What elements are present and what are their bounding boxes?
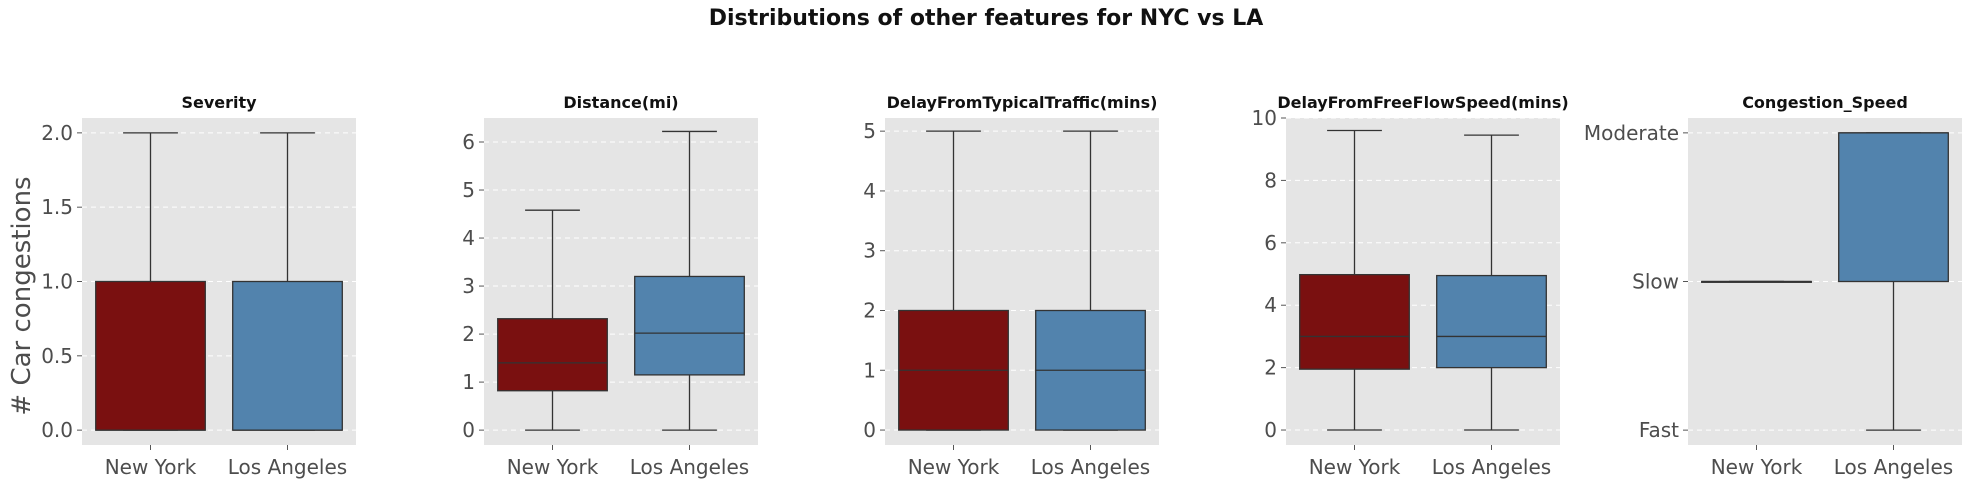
y-tick-label: Moderate: [1584, 121, 1679, 145]
chart-panels: Severity 0.0 0.5 1.0 1.5 2.0 New York Los Angel…: [41, 93, 1962, 479]
box-new-york: [1299, 129, 1410, 431]
x-tick-label: Los Angeles: [1834, 455, 1953, 479]
y-tick-label: 2.0: [41, 121, 73, 145]
y-tick-label: Fast: [1639, 418, 1679, 442]
panel-title: Severity: [181, 93, 257, 112]
y-tick-label: 6: [462, 130, 475, 154]
panel-title: DelayFromFreeFlowSpeed(mins): [1277, 93, 1568, 112]
y-tick-label: 0.0: [41, 418, 73, 442]
panel-2: Distance(mi) 0 1 2 3 4 5 6 New York Los Angeles: [462, 93, 758, 479]
y-tick-label: 1.0: [41, 270, 73, 294]
box-new-york: [1701, 280, 1812, 283]
box-los-angeles: [1035, 130, 1146, 431]
panel-4: DelayFromFreeFlowSpeed(mins) 0 2 4 6 8 10 New Y…: [1252, 93, 1569, 479]
y-tick-label: 8: [1264, 168, 1277, 192]
box-iqr: [634, 275, 745, 376]
y-tick-label: 5: [462, 178, 475, 202]
x-tick-label: New York: [105, 455, 197, 479]
y-tick-label: 2: [462, 322, 475, 346]
box-los-angeles: [232, 132, 343, 431]
y-tick-label: 0: [863, 418, 876, 442]
box-new-york: [497, 209, 608, 431]
x-tick-label: Los Angeles: [630, 455, 749, 479]
box-iqr: [497, 318, 608, 392]
y-tick-label: 2: [863, 298, 876, 322]
x-tick-label: New York: [1711, 455, 1803, 479]
box-new-york: [95, 132, 206, 431]
y-tick-label: 4: [462, 226, 475, 250]
x-tick-label: New York: [908, 455, 1000, 479]
y-tick-label: 0: [1264, 418, 1277, 442]
y-tick-label: 0: [462, 418, 475, 442]
y-tick-label: 10: [1252, 106, 1277, 130]
y-tick-label: 0.5: [41, 344, 73, 368]
box-iqr: [232, 280, 343, 431]
y-tick-label: Slow: [1632, 270, 1679, 294]
y-tick-label: 3: [863, 239, 876, 263]
panel-1: Severity 0.0 0.5 1.0 1.5 2.0 New York Los Angel…: [41, 93, 356, 479]
y-tick-label: 1: [462, 370, 475, 394]
panel-3: DelayFromTypicalTraffic(mins) 0 1 2 3 4 5 New Y…: [863, 93, 1159, 479]
x-tick-label: New York: [507, 455, 599, 479]
box-iqr: [95, 280, 206, 431]
x-tick-label: Los Angeles: [1432, 455, 1551, 479]
x-tick-label: New York: [1309, 455, 1401, 479]
figure-title: Distributions of other features for NYC …: [708, 6, 1264, 31]
y-tick-label: 3: [462, 274, 475, 298]
box-iqr: [1436, 274, 1547, 369]
box-los-angeles: [1838, 132, 1949, 431]
box-iqr: [1838, 132, 1949, 283]
panel-title: Distance(mi): [563, 93, 678, 112]
box-los-angeles: [1436, 134, 1547, 431]
panel-title: Congestion_Speed: [1742, 93, 1908, 112]
box-new-york: [898, 130, 1009, 431]
y-tick-label: 1: [863, 358, 876, 382]
panel-5: Congestion_Speed Fast Slow Moderate New York…: [1584, 93, 1962, 479]
box-iqr: [1299, 273, 1410, 370]
y-tick-label: 4: [1264, 293, 1277, 317]
y-tick-label: 5: [863, 119, 876, 143]
panel-title: DelayFromTypicalTraffic(mins): [887, 93, 1158, 112]
y-tick-label: 1.5: [41, 195, 73, 219]
x-tick-label: Los Angeles: [228, 455, 347, 479]
y-axis-label: # Car congestions: [7, 176, 37, 415]
y-tick-label: 2: [1264, 356, 1277, 380]
y-tick-label: 6: [1264, 231, 1277, 255]
x-tick-label: Los Angeles: [1031, 455, 1150, 479]
y-tick-label: 4: [863, 179, 876, 203]
box-los-angeles: [634, 130, 745, 431]
